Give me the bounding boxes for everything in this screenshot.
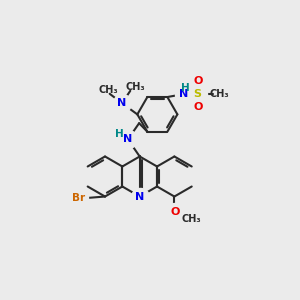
Text: O: O [170, 207, 180, 217]
Text: N: N [135, 191, 144, 202]
Text: H: H [181, 82, 189, 93]
Text: O: O [194, 102, 203, 112]
Text: N: N [117, 98, 127, 108]
Text: N: N [123, 134, 133, 144]
Text: O: O [194, 76, 203, 86]
Text: CH₃: CH₃ [98, 85, 118, 95]
Text: N: N [179, 89, 188, 99]
Text: CH₃: CH₃ [210, 89, 229, 99]
Text: CH₃: CH₃ [181, 214, 201, 224]
Text: H: H [115, 128, 124, 139]
Text: S: S [194, 89, 202, 99]
Text: Br: Br [72, 193, 85, 203]
Text: CH₃: CH₃ [126, 82, 146, 92]
